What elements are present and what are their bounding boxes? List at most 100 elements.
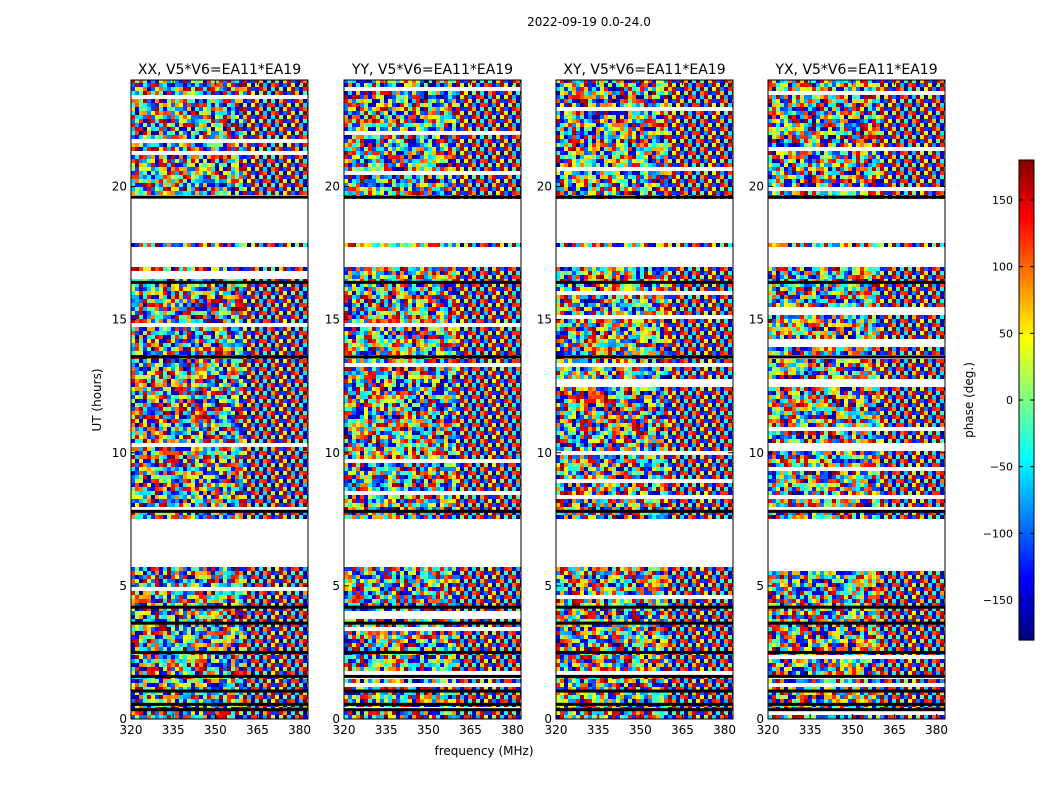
colorbar-segment bbox=[1019, 536, 1034, 541]
colorbar-segment bbox=[1019, 272, 1034, 277]
colorbar-segment bbox=[1019, 616, 1034, 621]
y-tick-label: 10 bbox=[325, 446, 340, 460]
y-tick-label: 0 bbox=[756, 712, 764, 726]
colorbar-segment bbox=[1019, 588, 1034, 593]
colorbar-segment bbox=[1019, 580, 1034, 585]
colorbar-segment bbox=[1019, 292, 1034, 297]
colorbar-segment bbox=[1019, 532, 1034, 537]
colorbar-segment bbox=[1019, 408, 1034, 413]
colorbar-segment bbox=[1019, 560, 1034, 565]
colorbar-tick-label: 50 bbox=[999, 327, 1013, 340]
colorbar-segment bbox=[1019, 432, 1034, 437]
colorbar-tick-label: −100 bbox=[983, 527, 1013, 540]
y-tick-label: 20 bbox=[537, 180, 552, 194]
colorbar-segment bbox=[1019, 604, 1034, 609]
colorbar-segment bbox=[1019, 624, 1034, 629]
colorbar-segment bbox=[1019, 220, 1034, 225]
colorbar-segment bbox=[1019, 320, 1034, 325]
colorbar-segment bbox=[1019, 492, 1034, 497]
colorbar-segment bbox=[1019, 356, 1034, 361]
colorbar-segment bbox=[1019, 600, 1034, 605]
colorbar-segment bbox=[1019, 196, 1034, 201]
colorbar-segment bbox=[1019, 312, 1034, 317]
panel-frame bbox=[555, 79, 734, 720]
x-tick-label: 335 bbox=[162, 723, 185, 737]
colorbar-segment bbox=[1019, 160, 1034, 165]
colorbar-segment bbox=[1019, 572, 1034, 577]
panel-title: XX, V5*V6=EA11*EA19 bbox=[138, 62, 301, 78]
colorbar-segment bbox=[1019, 480, 1034, 485]
colorbar-segment bbox=[1019, 428, 1034, 433]
panel-2: YY, V5*V6=EA11*EA19 320 335 350 365 380 0 5 10 15… bbox=[325, 62, 524, 737]
colorbar-tick-label: −50 bbox=[990, 461, 1013, 474]
panel-3: XY, V5*V6=EA11*EA19 320 335 350 365 380 0 5 10 15… bbox=[537, 62, 736, 737]
colorbar-segment bbox=[1019, 244, 1034, 249]
x-tick-label: 365 bbox=[671, 723, 694, 737]
x-tick-label: 335 bbox=[587, 723, 610, 737]
colorbar-segment bbox=[1019, 164, 1034, 169]
colorbar-segment bbox=[1019, 340, 1034, 345]
colorbar-segment bbox=[1019, 584, 1034, 589]
colorbar-segment bbox=[1019, 372, 1034, 377]
colorbar-segment bbox=[1019, 168, 1034, 173]
colorbar-segment bbox=[1019, 444, 1034, 449]
colorbar-segment bbox=[1019, 484, 1034, 489]
panel-frame bbox=[343, 79, 522, 720]
panel-frame bbox=[130, 79, 309, 720]
colorbar-segment bbox=[1019, 172, 1034, 177]
x-tick-label: 365 bbox=[246, 723, 269, 737]
y-tick-label: 0 bbox=[332, 712, 340, 726]
y-tick-label: 5 bbox=[756, 579, 764, 593]
colorbar-segment bbox=[1019, 212, 1034, 217]
colorbar-segment bbox=[1019, 500, 1034, 505]
colorbar-segment bbox=[1019, 496, 1034, 501]
colorbar-segment bbox=[1019, 216, 1034, 221]
colorbar-segment bbox=[1019, 324, 1034, 329]
x-tick-label: 380 bbox=[713, 723, 736, 737]
colorbar-segment bbox=[1019, 284, 1034, 289]
colorbar-segment bbox=[1019, 364, 1034, 369]
colorbar-segment bbox=[1019, 488, 1034, 493]
colorbar-segment bbox=[1019, 556, 1034, 561]
x-tick-label: 320 bbox=[333, 723, 356, 737]
colorbar-segment bbox=[1019, 468, 1034, 473]
colorbar-segment bbox=[1019, 436, 1034, 441]
x-tick-label: 320 bbox=[120, 723, 143, 737]
colorbar-segment bbox=[1019, 596, 1034, 601]
colorbar-segment bbox=[1019, 176, 1034, 181]
y-tick-label: 15 bbox=[537, 313, 552, 327]
x-tick-label: 320 bbox=[757, 723, 780, 737]
colorbar-segment bbox=[1019, 380, 1034, 385]
colorbar-segment bbox=[1019, 440, 1034, 445]
colorbar-segment bbox=[1019, 232, 1034, 237]
colorbar-segment bbox=[1019, 516, 1034, 521]
y-tick-label: 5 bbox=[332, 579, 340, 593]
colorbar-segment bbox=[1019, 180, 1034, 185]
colorbar-label: phase (deg.) bbox=[962, 362, 976, 438]
colorbar-segment bbox=[1019, 552, 1034, 557]
colorbar-segment bbox=[1019, 200, 1034, 205]
y-tick-label: 20 bbox=[325, 180, 340, 194]
colorbar-segment bbox=[1019, 252, 1034, 257]
y-tick-label: 15 bbox=[749, 313, 764, 327]
figure-suptitle: 2022-09-19 0.0-24.0 bbox=[527, 15, 651, 29]
y-axis-label: UT (hours) bbox=[90, 368, 104, 431]
x-tick-label: 380 bbox=[288, 723, 311, 737]
y-tick-label: 10 bbox=[112, 446, 127, 460]
panel-title: YX, V5*V6=EA11*EA19 bbox=[774, 62, 937, 78]
colorbar-segment bbox=[1019, 300, 1034, 305]
phase-heatmap bbox=[556, 80, 733, 719]
x-axis-label: frequency (MHz) bbox=[434, 744, 533, 758]
colorbar-segment bbox=[1019, 188, 1034, 193]
panel-frame bbox=[767, 79, 946, 720]
phase-heatmap bbox=[131, 80, 308, 719]
x-tick-label: 350 bbox=[841, 723, 864, 737]
x-tick-label: 365 bbox=[883, 723, 906, 737]
colorbar-segment bbox=[1019, 348, 1034, 353]
colorbar-segment bbox=[1019, 204, 1034, 209]
colorbar-segment bbox=[1019, 512, 1034, 517]
colorbar-tick-label: 100 bbox=[992, 261, 1013, 274]
y-tick-label: 10 bbox=[537, 446, 552, 460]
colorbar-segment bbox=[1019, 304, 1034, 309]
colorbar-segment bbox=[1019, 448, 1034, 453]
